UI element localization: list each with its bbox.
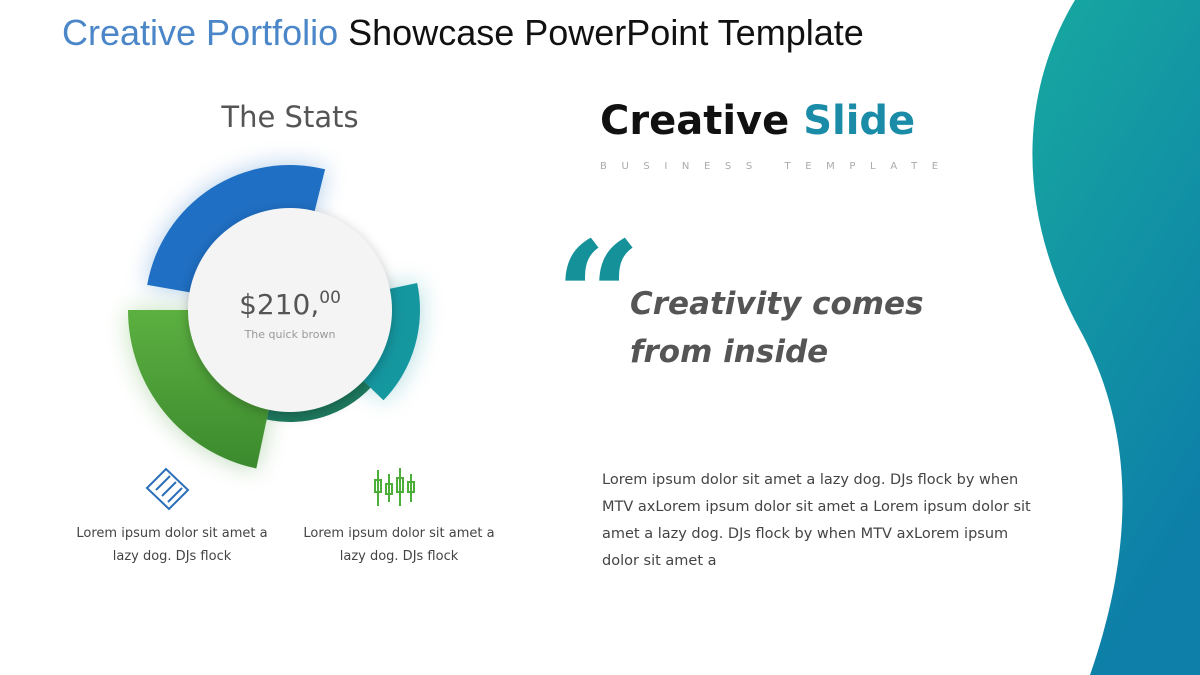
body-text: Lorem ipsum dolor sit amet a lazy dog. D… [602,472,1031,569]
candles-icon [374,468,415,506]
slide-title: Creative Portfolio Showcase PowerPoint T… [62,12,864,54]
wave [1032,0,1200,675]
ring-segment [128,310,271,469]
brand-first: Creative [600,98,790,144]
amount-main: $210, [239,288,320,321]
amount-cents: 00 [319,288,341,308]
ring-segment [358,282,420,401]
stats-heading: The Stats [221,100,359,134]
handshake-icon [145,467,190,511]
donut-center [188,208,392,412]
quote-mark: “ [555,209,642,385]
quote-text: Creativity comes from inside [630,286,924,370]
amount-caption: The quick brown [244,328,336,341]
brand-tagline: BUSINESS TEMPLATE [600,161,953,172]
feature-text: Lorem ipsum dolor sit amet a lazy dog. D… [303,526,495,564]
feature-text: Lorem ipsum dolor sit amet a lazy dog. D… [76,526,268,564]
title-highlight: Creative Portfolio [62,12,339,53]
title-rest: Showcase PowerPoint Template [348,12,864,53]
brand-second: Slide [803,98,916,144]
brand: Creative Slide [600,98,915,144]
amount: $210,00 [190,288,390,321]
